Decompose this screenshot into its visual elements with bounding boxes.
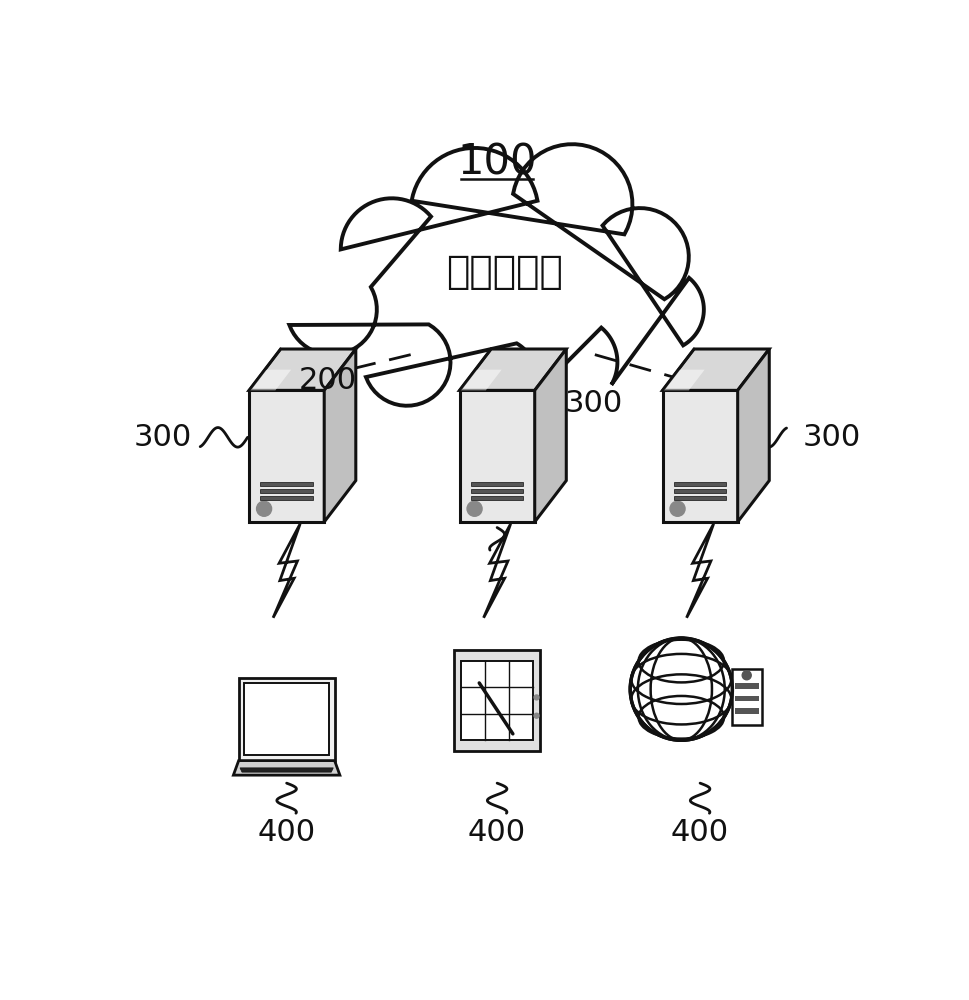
FancyBboxPatch shape [734, 696, 758, 701]
Text: 边缘云平台: 边缘云平台 [446, 253, 562, 291]
FancyBboxPatch shape [260, 489, 313, 493]
Text: 300: 300 [801, 423, 860, 452]
FancyBboxPatch shape [470, 496, 523, 500]
Polygon shape [736, 349, 768, 522]
Circle shape [534, 713, 539, 718]
FancyBboxPatch shape [734, 683, 758, 689]
Text: 400: 400 [671, 818, 729, 847]
Polygon shape [662, 370, 703, 390]
Polygon shape [244, 683, 328, 755]
Text: 400: 400 [468, 818, 525, 847]
Polygon shape [453, 650, 540, 751]
Text: 200: 200 [298, 366, 357, 395]
Text: 100: 100 [457, 142, 536, 184]
Polygon shape [459, 390, 534, 522]
Circle shape [256, 501, 271, 516]
FancyBboxPatch shape [673, 489, 726, 493]
FancyBboxPatch shape [470, 489, 523, 493]
Polygon shape [324, 349, 356, 522]
Circle shape [670, 501, 684, 516]
Circle shape [467, 501, 482, 516]
Polygon shape [273, 524, 299, 618]
Polygon shape [234, 761, 339, 775]
Polygon shape [534, 349, 566, 522]
FancyBboxPatch shape [260, 482, 313, 486]
Polygon shape [484, 524, 510, 618]
Polygon shape [289, 144, 703, 407]
Polygon shape [249, 390, 324, 522]
Polygon shape [461, 661, 532, 740]
Text: 300: 300 [134, 423, 192, 452]
Polygon shape [249, 370, 291, 390]
Polygon shape [238, 678, 334, 761]
FancyBboxPatch shape [673, 496, 726, 500]
Polygon shape [662, 390, 736, 522]
FancyBboxPatch shape [734, 708, 758, 714]
FancyBboxPatch shape [260, 496, 313, 500]
Text: 300: 300 [564, 389, 622, 418]
Polygon shape [459, 349, 566, 390]
Circle shape [534, 695, 539, 700]
Circle shape [741, 671, 750, 680]
Text: 400: 400 [258, 818, 315, 847]
Polygon shape [239, 768, 333, 772]
FancyBboxPatch shape [470, 482, 523, 486]
Polygon shape [459, 370, 501, 390]
FancyBboxPatch shape [673, 482, 726, 486]
Polygon shape [662, 349, 768, 390]
Circle shape [630, 638, 732, 740]
Polygon shape [731, 669, 761, 725]
Polygon shape [249, 349, 356, 390]
Polygon shape [686, 524, 713, 618]
